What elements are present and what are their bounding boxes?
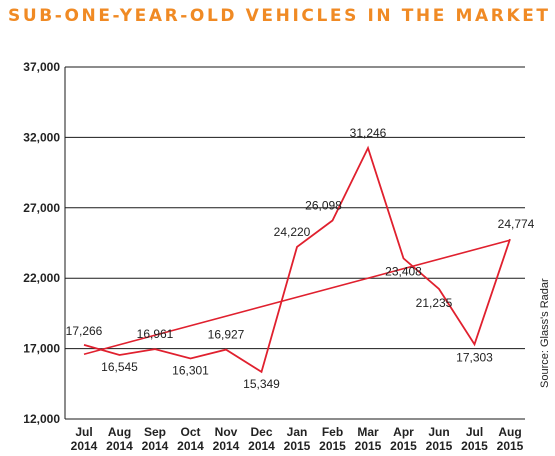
x-tick-label-year: 2014	[213, 439, 240, 453]
data-label: 16,961	[137, 327, 174, 341]
data-label: 16,301	[172, 363, 209, 377]
x-tick-label-month: Aug	[108, 425, 131, 439]
x-tick-label-month: Dec	[250, 425, 272, 439]
x-tick-label-year: 2015	[319, 439, 346, 453]
x-tick-label-month: Feb	[322, 425, 343, 439]
x-tick-label-month: Oct	[180, 425, 200, 439]
data-label: 15,349	[243, 377, 280, 391]
x-tick-label-month: Sep	[144, 425, 166, 439]
x-tick-label-year: 2015	[284, 439, 311, 453]
y-tick-label: 22,000	[23, 271, 60, 285]
chart-title: SUB-ONE-YEAR-OLD VEHICLES IN THE MARKET	[8, 6, 551, 26]
x-tick-label-year: 2014	[142, 439, 169, 453]
data-label: 31,246	[350, 126, 387, 140]
x-tick-label-month: Jan	[287, 425, 308, 439]
x-tick-label-year: 2014	[177, 439, 204, 453]
x-tick-label-year: 2014	[71, 439, 98, 453]
data-label: 16,927	[208, 328, 245, 342]
x-tick-label-month: Aug	[498, 425, 521, 439]
y-tick-label: 32,000	[23, 130, 60, 144]
data-label: 21,235	[416, 296, 453, 310]
data-label: 16,545	[101, 360, 138, 374]
series-line	[83, 145, 511, 374]
x-tick-label-year: 2015	[461, 439, 488, 453]
x-tick-label-year: 2014	[106, 439, 133, 453]
source-note: Source: Glass's Radar	[539, 278, 551, 388]
y-tick-label: 17,000	[23, 342, 60, 356]
x-tick-label-year: 2015	[497, 439, 524, 453]
data-label: 26,098	[305, 199, 342, 213]
trend-line	[83, 239, 511, 356]
data-label: 17,303	[456, 350, 493, 364]
x-tick-label-year: 2014	[248, 439, 275, 453]
data-label: 24,774	[498, 217, 535, 231]
y-tick-label: 12,000	[23, 412, 60, 426]
y-tick-label: 27,000	[23, 201, 60, 215]
y-tick-label: 37,000	[23, 60, 60, 74]
x-tick-label-month: Nov	[215, 425, 238, 439]
x-tick-label-month: Jun	[428, 425, 449, 439]
x-tick-label-year: 2015	[355, 439, 382, 453]
x-tick-label-year: 2015	[426, 439, 453, 453]
data-label: 17,266	[66, 324, 103, 338]
x-tick-label-month: Apr	[393, 425, 414, 439]
x-tick-label-month: Jul	[466, 425, 483, 439]
x-tick-label-month: Mar	[357, 425, 379, 439]
x-tick-label-year: 2015	[390, 439, 417, 453]
data-label: 24,220	[274, 225, 311, 239]
data-label: 23,408	[385, 264, 422, 278]
x-tick-label-month: Jul	[75, 425, 92, 439]
